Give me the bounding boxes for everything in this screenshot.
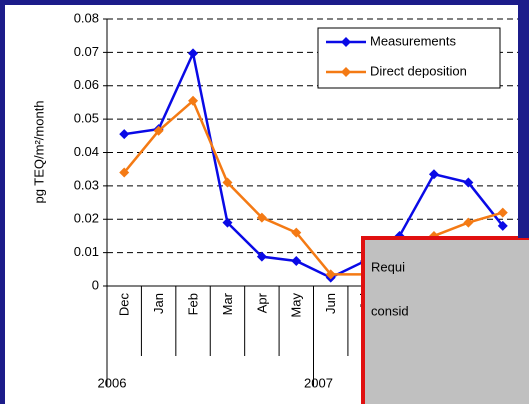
series-line: [123, 98, 504, 276]
overlay-box: [361, 236, 529, 404]
data-point: [188, 95, 199, 106]
legend-marker: [341, 37, 351, 47]
y-tick-label: 0: [92, 277, 99, 292]
x-tick-label: Jan: [151, 293, 166, 314]
data-point: [325, 269, 336, 280]
year-label: 2006: [98, 375, 127, 390]
data-point: [188, 48, 199, 59]
y-tick-label: 0.07: [74, 44, 99, 59]
x-tick-label: Apr: [254, 292, 269, 313]
series-line: [124, 49, 504, 280]
data-point: [497, 220, 508, 231]
y-tick-label: 0.02: [74, 211, 99, 226]
y-tick-label: 0.06: [74, 77, 99, 92]
y-tick-label: 0.01: [74, 244, 99, 259]
legend-marker: [341, 67, 351, 77]
data-point: [256, 212, 267, 223]
x-tick-label: May: [289, 293, 304, 318]
y-tick-label: 0.03: [74, 177, 99, 192]
data-point: [256, 251, 267, 262]
y-axis-label: pg TEQ/m²/month: [31, 100, 46, 203]
data-point: [497, 207, 508, 218]
overlay-text: consid: [371, 303, 409, 318]
y-tick-label: 0.05: [74, 111, 99, 126]
data-point: [463, 177, 474, 188]
legend-box: [317, 27, 501, 89]
data-point: [428, 169, 439, 180]
y-tick-label: 0.08: [74, 10, 99, 25]
right-border: [518, 0, 529, 238]
legend: Measurements Direct deposition: [317, 27, 501, 89]
data-point: [291, 227, 302, 238]
data-point: [222, 217, 233, 228]
data-point: [119, 167, 130, 178]
x-tick-label: Dec: [117, 293, 132, 317]
y-tick-label: 0.04: [74, 144, 99, 159]
legend-label: Measurements: [370, 33, 456, 48]
data-point: [222, 177, 233, 188]
x-tick-label: Feb: [185, 293, 200, 315]
data-point: [119, 129, 130, 140]
x-tick-label: Jun: [323, 293, 338, 314]
data-point: [463, 217, 474, 228]
data-point: [291, 255, 302, 266]
x-tick-label: Mar: [220, 292, 235, 315]
data-point: [153, 125, 164, 136]
overlay-text: Requi: [371, 259, 405, 274]
year-label: 2007: [304, 375, 333, 390]
legend-label: Direct deposition: [370, 63, 467, 78]
